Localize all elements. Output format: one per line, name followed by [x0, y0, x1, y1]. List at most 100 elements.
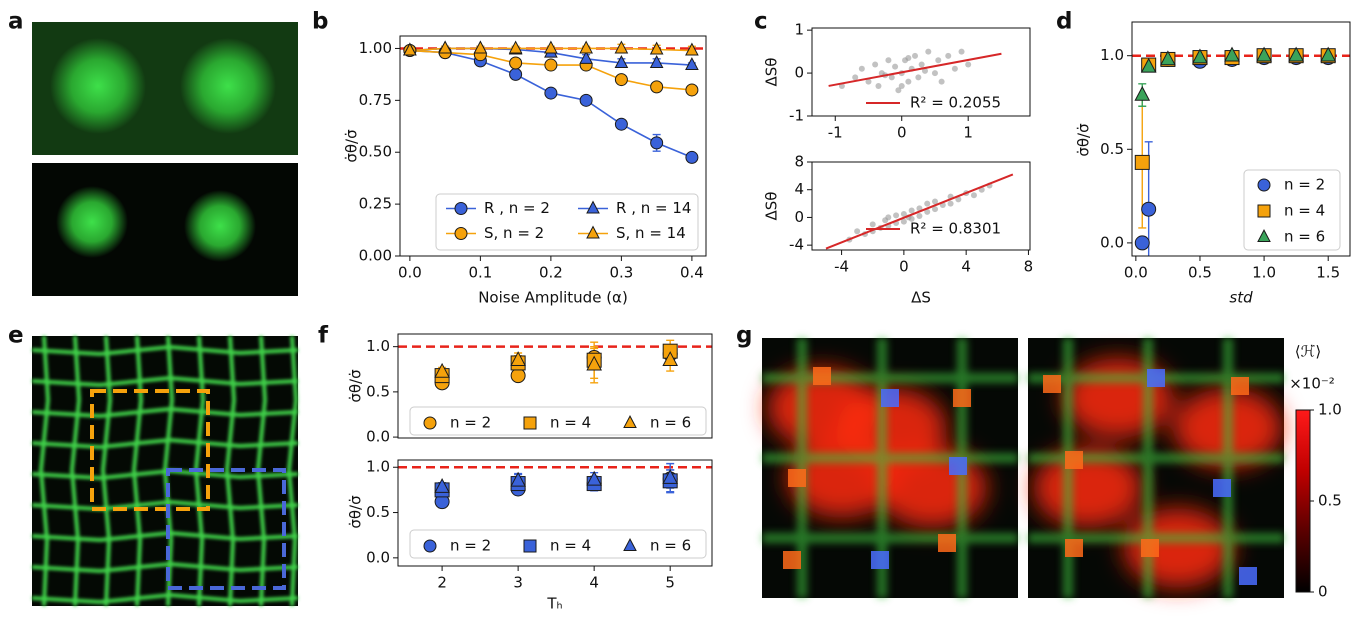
marker	[685, 57, 699, 71]
image-e	[31, 335, 299, 607]
y-axis-label: ΔSθ	[763, 192, 781, 221]
panel-label: e	[8, 323, 24, 349]
heatmap-spot	[1147, 369, 1165, 387]
marker	[454, 202, 468, 215]
fit-line	[825, 173, 1014, 250]
marker	[544, 40, 558, 54]
marker	[1257, 178, 1271, 192]
x-axis-label: ΔS	[911, 289, 931, 307]
heatmap-spot	[788, 469, 806, 487]
plot-area	[400, 40, 706, 164]
x-tick-label: 0	[897, 124, 907, 142]
scatter-point	[908, 207, 915, 214]
image-e-box	[166, 468, 286, 590]
axes-frame	[1131, 21, 1351, 257]
y-tick-label: 0	[794, 208, 804, 226]
scatter-point	[900, 218, 907, 225]
y-tick-label: 0.0	[366, 548, 390, 566]
panel-label: b	[312, 9, 328, 35]
plot-area	[398, 462, 712, 510]
marker	[523, 416, 537, 430]
x-tick-label: 1.0	[1252, 264, 1276, 282]
marker	[623, 415, 637, 428]
y-tick-label: 0.50	[359, 143, 392, 161]
x-tick-label: 0.5	[1188, 264, 1212, 282]
image-e-grid	[31, 561, 299, 574]
scatter-point	[938, 78, 945, 85]
y-tick-label: 0.0	[366, 428, 390, 446]
scatter-point	[912, 52, 919, 59]
marker	[1320, 46, 1337, 62]
scatter-point	[924, 200, 931, 207]
image-e-grid	[100, 335, 113, 607]
legend-label: S, n = 14	[616, 224, 686, 242]
marker	[650, 80, 664, 94]
y-tick-label: 1.00	[359, 39, 392, 57]
marker	[509, 56, 523, 70]
marker	[1224, 46, 1240, 62]
marker	[1257, 229, 1271, 242]
x-tick-label: 0.0	[398, 264, 422, 282]
scatter-point	[921, 67, 928, 74]
image-a	[180, 38, 276, 134]
marker	[614, 40, 629, 54]
image-e-grid	[286, 335, 299, 607]
x-tick-label: 1.5	[1316, 264, 1340, 282]
y-tick-label: 0.25	[359, 195, 392, 213]
y-tick-label: 1.0	[1318, 401, 1342, 419]
scatter-point	[893, 212, 900, 219]
scatter-point	[965, 61, 972, 68]
image-e-grid	[131, 335, 144, 607]
scatter-point	[908, 215, 915, 222]
colorbar-label: ⟨ℋ̇⟩	[1295, 343, 1322, 361]
y-tick-label: 4	[794, 180, 804, 198]
heatmap-green	[762, 453, 1018, 463]
x-axis-label: std	[1229, 289, 1253, 307]
scatter-point	[888, 74, 895, 81]
colorbar	[1295, 409, 1311, 593]
y-tick-label: 0.5	[366, 382, 390, 400]
marker	[662, 351, 679, 366]
image-g	[762, 338, 1284, 598]
x-tick-label: 1	[963, 124, 973, 142]
panel-label: a	[8, 9, 24, 35]
legend-label: R² = 0.2055	[910, 94, 1001, 112]
marker	[586, 355, 602, 371]
marker	[473, 40, 488, 54]
y-tick-label: 1	[794, 21, 804, 39]
scatter-point	[925, 48, 932, 55]
x-tick-label: 4	[961, 258, 971, 276]
heatmap-spot	[1065, 539, 1083, 557]
fit-line	[828, 52, 1002, 87]
image-e-grid	[31, 335, 299, 607]
heatmap-spot	[871, 551, 889, 569]
image-e-grid	[69, 335, 82, 607]
legend-label: R , n = 2	[484, 199, 550, 217]
marker	[508, 40, 523, 54]
x-tick-label: -4	[834, 258, 849, 276]
marker	[662, 468, 679, 484]
y-tick-label: 8	[794, 153, 804, 171]
x-tick-label: 8	[1024, 258, 1034, 276]
scatter-point	[875, 82, 882, 89]
marker	[510, 471, 526, 487]
scatter-point	[932, 206, 939, 213]
y-tick-label: 0.5	[1318, 492, 1342, 510]
scatter-point	[872, 61, 879, 68]
y-axis-label: σ̇θ/σ̇	[347, 369, 365, 403]
axes-frame	[399, 35, 707, 257]
scatter-point	[905, 78, 912, 85]
heatmap-spot	[1213, 479, 1231, 497]
scatter-point	[935, 57, 942, 64]
marker	[403, 42, 417, 56]
plot-area	[1132, 46, 1350, 256]
scatter-point	[905, 55, 912, 62]
panel-label: g	[736, 323, 752, 349]
x-tick-label: 3	[513, 574, 523, 592]
axes-frame	[397, 459, 713, 567]
marker	[586, 200, 600, 214]
scatter-point	[892, 63, 899, 70]
y-axis-label: ΔSθ	[763, 58, 781, 87]
scatter-point	[945, 52, 952, 59]
heatmap-spot	[949, 457, 967, 475]
